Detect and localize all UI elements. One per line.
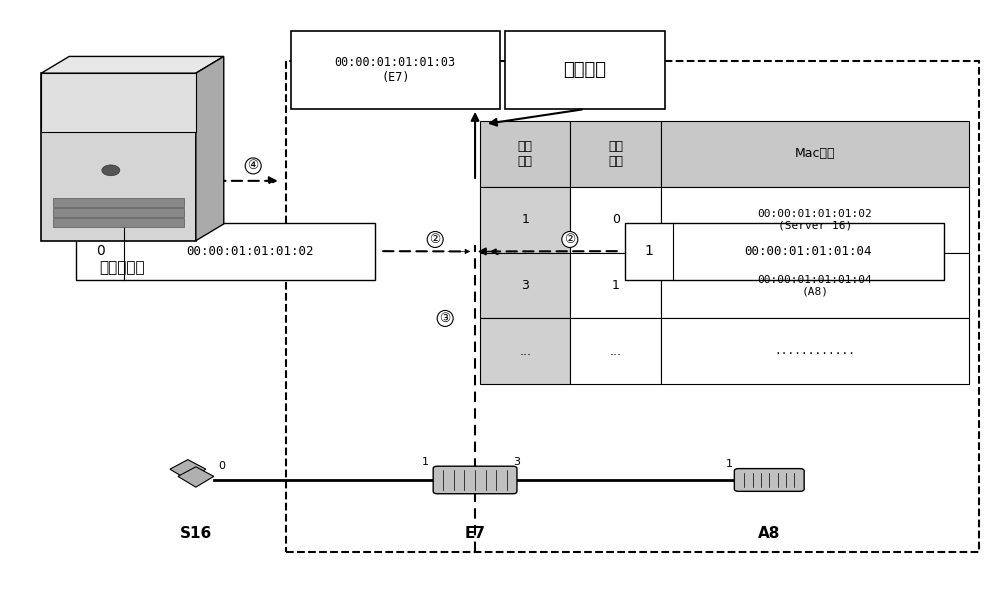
FancyBboxPatch shape	[661, 121, 969, 187]
Text: ...: ...	[519, 345, 531, 358]
Circle shape	[102, 165, 120, 175]
Text: 3: 3	[521, 279, 529, 292]
Text: ③: ③	[440, 312, 451, 325]
Polygon shape	[196, 56, 224, 240]
Text: ②: ②	[430, 233, 441, 246]
Text: 1: 1	[422, 457, 429, 467]
FancyBboxPatch shape	[53, 208, 184, 217]
Polygon shape	[178, 467, 214, 487]
Text: 远端
端口: 远端 端口	[608, 140, 623, 168]
FancyBboxPatch shape	[570, 121, 661, 187]
FancyBboxPatch shape	[76, 223, 375, 279]
FancyBboxPatch shape	[480, 121, 570, 187]
FancyBboxPatch shape	[661, 319, 969, 384]
FancyBboxPatch shape	[505, 31, 665, 109]
FancyBboxPatch shape	[41, 73, 196, 240]
Text: 集中控制器: 集中控制器	[100, 260, 145, 275]
Text: A8: A8	[758, 526, 780, 542]
Text: ②: ②	[564, 233, 575, 246]
FancyBboxPatch shape	[734, 469, 804, 492]
FancyBboxPatch shape	[625, 223, 944, 279]
Text: 00:00:01:01:01:03
(E7): 00:00:01:01:01:03 (E7)	[335, 56, 456, 84]
FancyBboxPatch shape	[570, 187, 661, 252]
Polygon shape	[41, 56, 224, 73]
Text: 00:00:01:01:01:04: 00:00:01:01:01:04	[744, 245, 872, 258]
FancyBboxPatch shape	[570, 252, 661, 319]
Text: ............: ............	[774, 346, 855, 356]
Text: 00:00:01:01:01:02: 00:00:01:01:01:02	[186, 245, 313, 258]
Text: 1: 1	[612, 279, 620, 292]
FancyBboxPatch shape	[41, 73, 196, 132]
Text: 0: 0	[218, 461, 225, 471]
Text: 1: 1	[726, 459, 733, 469]
FancyBboxPatch shape	[661, 187, 969, 252]
Text: 1: 1	[644, 244, 653, 258]
FancyBboxPatch shape	[53, 218, 184, 227]
Text: 3: 3	[513, 457, 520, 467]
Text: Mac地址: Mac地址	[795, 147, 835, 160]
Text: 0: 0	[96, 244, 104, 258]
FancyBboxPatch shape	[480, 319, 570, 384]
FancyBboxPatch shape	[53, 198, 184, 207]
FancyBboxPatch shape	[661, 252, 969, 319]
Text: 1: 1	[521, 213, 529, 226]
FancyBboxPatch shape	[570, 319, 661, 384]
FancyBboxPatch shape	[291, 31, 500, 109]
Text: 邻居列表: 邻居列表	[563, 61, 606, 79]
Text: S16: S16	[180, 526, 212, 542]
Polygon shape	[170, 460, 206, 480]
Text: ...: ...	[610, 345, 622, 358]
Text: 0: 0	[612, 213, 620, 226]
FancyBboxPatch shape	[480, 252, 570, 319]
Text: ④: ④	[248, 159, 259, 172]
Text: E7: E7	[465, 526, 486, 542]
Text: 00:00:01:01:01:04
(A8): 00:00:01:01:01:04 (A8)	[757, 275, 872, 296]
FancyBboxPatch shape	[480, 187, 570, 252]
Text: 本地
端口: 本地 端口	[518, 140, 533, 168]
Text: 00:00:01:01:01:02
(Server 16): 00:00:01:01:01:02 (Server 16)	[757, 209, 872, 231]
FancyBboxPatch shape	[433, 466, 517, 494]
